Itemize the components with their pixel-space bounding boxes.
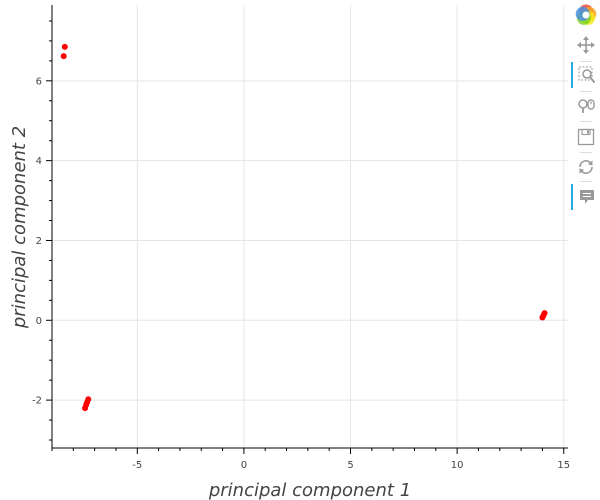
box-zoom-tool[interactable]: [571, 62, 600, 88]
ticks: -5 0 5 10 15 -2 0 2 4 6: [32, 20, 570, 471]
wheel-zoom-tool-icon: [577, 99, 595, 113]
pan-tool[interactable]: [571, 32, 600, 58]
data-point: [61, 43, 68, 50]
data-point: [60, 53, 67, 60]
x-tick-label: 10: [451, 460, 464, 471]
save-tool-icon: [577, 128, 594, 146]
bokeh-logo-icon: [575, 4, 596, 25]
data-point: [82, 405, 89, 412]
y-tick-label: 6: [36, 76, 42, 87]
y-axis-title: principal component 2: [9, 126, 30, 329]
save-tool[interactable]: [571, 124, 600, 150]
axes: [51, 5, 568, 449]
y-tick-label: 2: [36, 236, 42, 247]
bokeh-logo: [571, 2, 600, 28]
reset-tool-icon: [578, 160, 593, 174]
scatter-plot: -5 0 5 10 15 -2 0 2 4 6 principal component 1 pri…: [9, 5, 570, 500]
grid-lines: [52, 5, 568, 448]
reset-tool[interactable]: [571, 154, 600, 180]
hover-tool[interactable]: [571, 184, 600, 210]
data-point: [539, 314, 546, 321]
box-zoom-tool-icon: [578, 66, 595, 84]
x-tick-label: 5: [347, 460, 353, 471]
x-tick-label: -5: [132, 460, 142, 471]
x-tick-label: 15: [557, 460, 570, 471]
y-tick-label: 0: [36, 316, 42, 327]
hover-tool-icon: [579, 190, 594, 204]
x-tick-label: 0: [241, 460, 247, 471]
y-tick-label: 4: [36, 156, 42, 167]
pan-tool-icon: [576, 36, 595, 54]
toolbar: [571, 0, 600, 230]
x-axis-title: principal component 1: [208, 480, 411, 500]
data-points: [60, 43, 548, 412]
y-tick-label: -2: [32, 396, 42, 407]
wheel-zoom-tool[interactable]: [571, 92, 600, 118]
